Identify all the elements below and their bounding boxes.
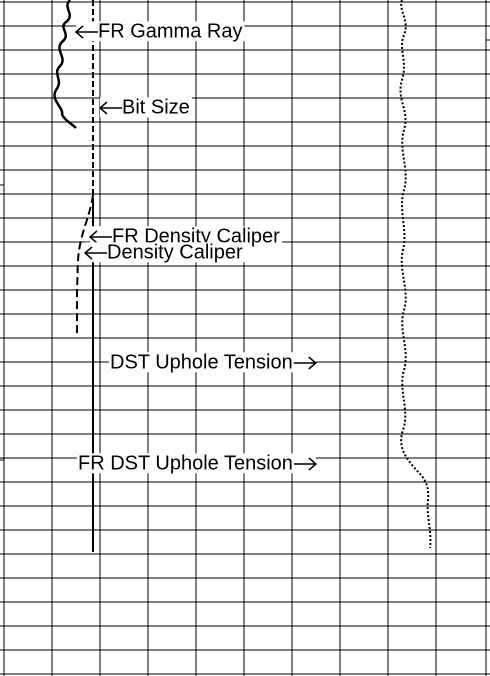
curve-label: FR Density Caliper (88, 225, 283, 247)
arrow-head (88, 230, 98, 244)
curve-label: Bit Size (98, 96, 192, 118)
label-background (109, 352, 316, 373)
label-text: DST Uphole Tension (110, 351, 293, 373)
curve-label: Density Caliper (83, 241, 245, 263)
label-background (100, 97, 192, 118)
tension-curve (399, 0, 432, 549)
arrow-head (83, 246, 93, 260)
curve-label: FR DST Uphole Tension (77, 452, 318, 474)
gamma-ray-curve (53, 0, 77, 129)
label-text: FR Gamma Ray (98, 20, 242, 42)
labels: FR Gamma Ray Bit Size FR Density CaliperDe… (74, 20, 318, 474)
arrow-head (308, 356, 317, 370)
label-background (77, 453, 316, 474)
label-text: Bit Size (122, 96, 190, 118)
label-background (76, 21, 245, 42)
label-text: FR DST Uphole Tension (78, 452, 293, 474)
label-text: FR Density Caliper (112, 225, 280, 247)
curve-label: FR Gamma Ray (74, 20, 245, 42)
curve-label: DST Uphole Tension (109, 351, 317, 373)
label-background (90, 226, 283, 247)
density-caliper-curve (76, 194, 94, 336)
arrow-head (98, 101, 108, 115)
arrow-head (74, 25, 84, 39)
label-text: Density Caliper (107, 241, 243, 263)
arrow-head (308, 457, 318, 471)
label-background (85, 242, 245, 263)
